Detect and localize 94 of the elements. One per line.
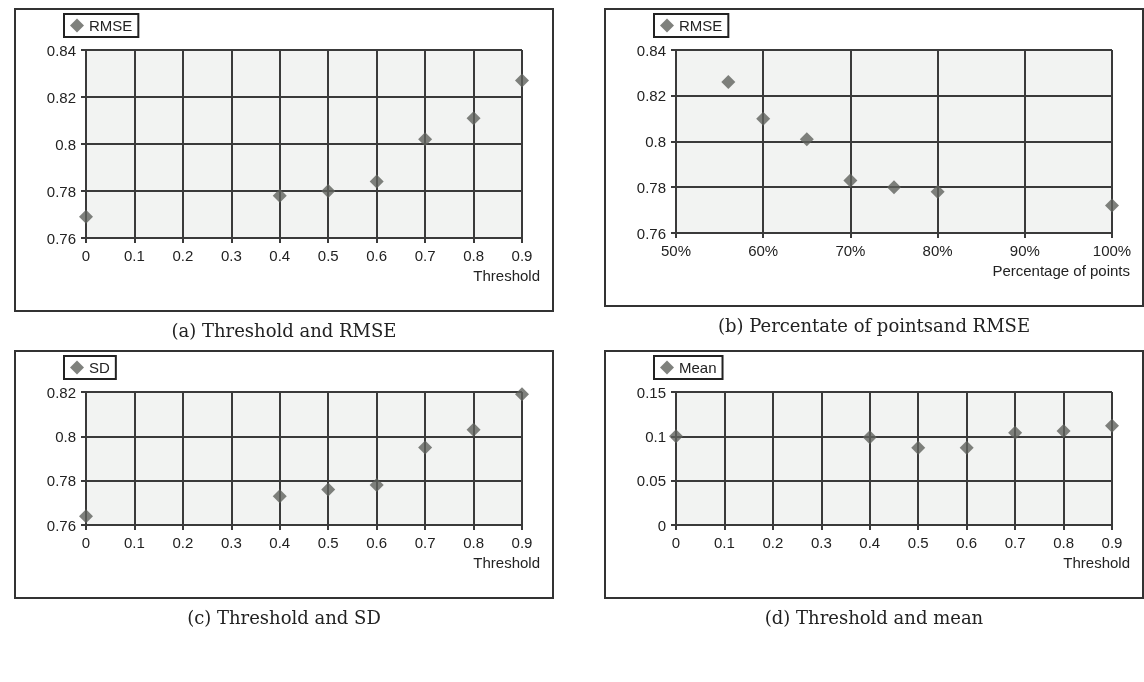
point — [959, 440, 974, 455]
point — [669, 429, 683, 444]
x-axis-title: Threshold — [1063, 554, 1130, 571]
x-tick-label: 0.9 — [511, 534, 533, 551]
y-tick-label: 0.76 — [636, 224, 666, 242]
y-tick-label: 0.8 — [645, 133, 666, 150]
point — [843, 173, 858, 188]
x-axis-title: Percentage of points — [992, 262, 1130, 279]
x-tick-label: 0.5 — [907, 534, 929, 551]
point — [321, 482, 336, 497]
y-tick-label: 0.78 — [636, 178, 666, 196]
x-tick-label: 0.2 — [172, 534, 194, 551]
y-tick-label: 0 — [657, 516, 666, 534]
text: (c) Threshold and SD — [186, 607, 382, 628]
y-tick-label: 0.82 — [46, 383, 76, 401]
x-tick-label: 0.9 — [511, 247, 533, 264]
x-tick-label: 0.6 — [366, 534, 388, 551]
x-tick-label: 0.7 — [414, 247, 436, 264]
x-tick-label: 0.4 — [269, 534, 291, 551]
x-tick-label: 0.2 — [762, 534, 784, 551]
point — [930, 184, 945, 199]
point — [466, 111, 481, 126]
y-tick-label: 0.78 — [46, 182, 76, 200]
point — [721, 75, 736, 90]
point — [1008, 425, 1023, 440]
x-tick-label: 0.6 — [366, 247, 388, 264]
y-tick-label: 0.76 — [46, 516, 76, 534]
x-tick-label: 0.5 — [317, 534, 339, 551]
y-tick-label: 0.84 — [46, 41, 76, 59]
point — [466, 422, 481, 437]
x-tick-label: 0.5 — [317, 247, 339, 264]
x-tick-label: 0 — [81, 534, 91, 551]
x-tick-label: 70% — [835, 242, 866, 259]
point — [515, 73, 529, 88]
point — [1105, 418, 1119, 433]
point — [369, 478, 384, 493]
point — [515, 387, 529, 402]
x-tick-label: 0.1 — [124, 247, 145, 264]
point — [887, 180, 901, 195]
x-tick-label: 0.8 — [463, 247, 484, 264]
y-tick-label: 0.05 — [636, 472, 666, 490]
point — [369, 174, 384, 189]
x-tick-label: 0.7 — [414, 534, 436, 551]
x-axis-title: Threshold — [473, 267, 540, 284]
point — [1105, 198, 1119, 213]
y-tick-label: 0.78 — [46, 472, 76, 490]
x-tick-label: 0.4 — [859, 534, 881, 551]
y-tick-label: 0.15 — [636, 383, 666, 401]
point — [1056, 424, 1071, 439]
y-tick-label: 0.8 — [55, 427, 76, 445]
point — [272, 489, 287, 504]
y-tick-label: 0.82 — [46, 88, 76, 106]
x-tick-label: 80% — [922, 242, 953, 259]
y-tick-label: 0.1 — [645, 427, 666, 445]
x-tick-label: 0.8 — [463, 534, 484, 551]
x-tick-label: 0.4 — [269, 247, 291, 264]
point — [272, 188, 287, 203]
x-tick-label: 0.7 — [1004, 534, 1026, 551]
point — [418, 132, 433, 147]
y-tick-label: 0.8 — [55, 135, 76, 153]
point — [799, 132, 814, 147]
legend-label: SD — [89, 359, 110, 376]
x-tick-label: 0.8 — [1053, 534, 1074, 551]
legend-label: RMSE — [89, 17, 133, 34]
point — [862, 430, 877, 445]
point — [418, 440, 433, 455]
y-tick-label: 0.84 — [636, 41, 666, 59]
x-tick-label: 90% — [1009, 242, 1040, 259]
text: (a) Threshold and RMSE — [170, 320, 398, 341]
x-tick-label: 60% — [748, 242, 779, 259]
x-tick-label: 0.1 — [714, 534, 735, 551]
x-tick-label: 0.9 — [1101, 534, 1123, 551]
x-tick-label: 0.3 — [810, 534, 832, 551]
x-tick-label: 0.6 — [956, 534, 978, 551]
x-tick-label: 100% — [1092, 242, 1132, 259]
x-tick-label: 0.2 — [172, 247, 194, 264]
x-tick-label: 0.1 — [124, 534, 145, 551]
point — [79, 509, 93, 524]
text: (d) Threshold and mean — [763, 607, 985, 628]
point — [321, 184, 336, 198]
point — [911, 440, 926, 455]
x-tick-label: 0 — [671, 534, 681, 551]
y-tick-label: 0.82 — [636, 87, 666, 105]
x-tick-label: 0.3 — [220, 534, 242, 551]
x-axis-title: Threshold — [473, 554, 540, 571]
legend-label: Mean — [679, 359, 717, 376]
x-tick-label: 0.3 — [220, 247, 242, 264]
text: (b) Percentate of pointsand RMSE — [716, 315, 1032, 336]
point — [79, 209, 93, 224]
legend-label: RMSE — [679, 17, 723, 34]
y-tick-label: 0.76 — [46, 229, 76, 247]
x-tick-label: 0 — [81, 247, 91, 264]
point — [756, 111, 771, 126]
x-tick-label: 50% — [660, 242, 692, 259]
